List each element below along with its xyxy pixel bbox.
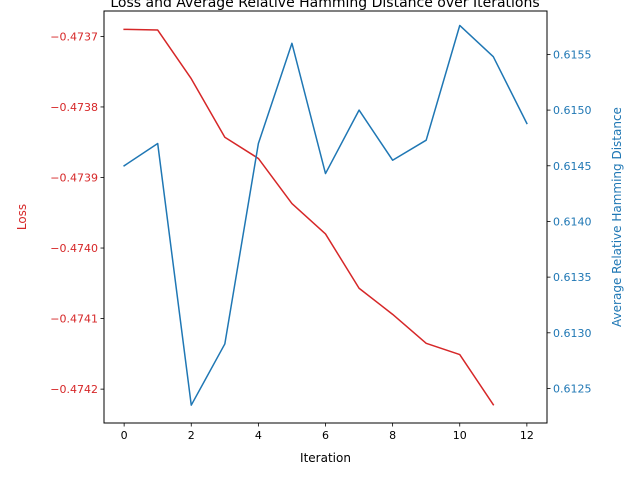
x-tick-label: 4 xyxy=(255,429,262,442)
y-right-tick-label: 0.6150 xyxy=(553,104,592,117)
axes-layer: 0 2 4 6 8 10 12 −0.4737 −0.4738 −0.4739 −0.4740 −0.… xyxy=(50,30,591,442)
series-line-loss xyxy=(123,28,495,406)
y-right-tick-label: 0.6155 xyxy=(553,48,592,61)
x-tick-label: 0 xyxy=(121,429,128,442)
y-right-tick-label: 0.6145 xyxy=(553,160,592,173)
x-tick-label: 6 xyxy=(322,429,329,442)
y-left-axis-label: Loss xyxy=(15,204,29,230)
plot-frame xyxy=(103,10,548,424)
y-right-tick-label: 0.6135 xyxy=(553,271,592,284)
chart-title: Loss and Average Relative Hamming Distan… xyxy=(110,0,539,11)
y-right-tick-label: 0.6140 xyxy=(553,215,592,228)
y-left-tick-label: −0.4741 xyxy=(50,313,98,326)
y-right-axis-label: Average Relative Hamming Distance xyxy=(610,107,624,327)
x-tick-label: 8 xyxy=(389,429,396,442)
x-axis-label: Iteration xyxy=(300,451,351,465)
series-layer xyxy=(123,24,528,406)
x-tick-label: 10 xyxy=(453,429,467,442)
y-right-tick-label: 0.6125 xyxy=(553,382,592,395)
y-left-tick-label: −0.4738 xyxy=(50,101,98,114)
y-left-tick-label: −0.4742 xyxy=(50,383,98,396)
y-left-tick-label: −0.4737 xyxy=(50,30,98,43)
series-line-hamming-distance xyxy=(123,24,528,406)
x-tick-label: 12 xyxy=(520,429,534,442)
y-left-tick-label: −0.4739 xyxy=(50,171,98,184)
y-right-tick-label: 0.6130 xyxy=(553,327,592,340)
x-tick-label: 2 xyxy=(188,429,195,442)
y-left-tick-label: −0.4740 xyxy=(50,242,98,255)
